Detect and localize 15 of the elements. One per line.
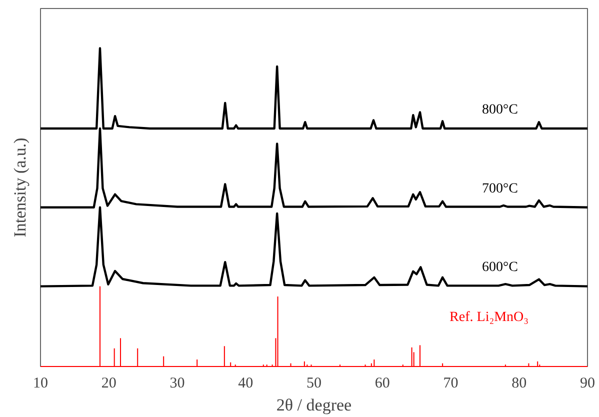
series-label: 600°C <box>482 260 518 276</box>
x-axis-title: 2θ / degree <box>276 396 352 414</box>
x-tick-label: 60 <box>374 376 390 392</box>
series-label: 700°C <box>482 181 518 196</box>
x-tick-label: 90 <box>580 376 595 392</box>
text: Ref. Li₂MnO₃ <box>450 310 529 326</box>
y-axis-title: Intensity (a.u.) <box>10 138 30 238</box>
x-tick-label: 80 <box>512 376 527 392</box>
series-label: 800°C <box>482 102 518 118</box>
x-tick-label: 30 <box>170 376 185 392</box>
x-tick-label: 40 <box>238 376 254 392</box>
x-tick-label: 20 <box>101 376 116 392</box>
x-tick-label: 70 <box>443 376 458 392</box>
x-tick-label: 50 <box>306 376 322 392</box>
x-tick-label: 10 <box>33 376 48 392</box>
